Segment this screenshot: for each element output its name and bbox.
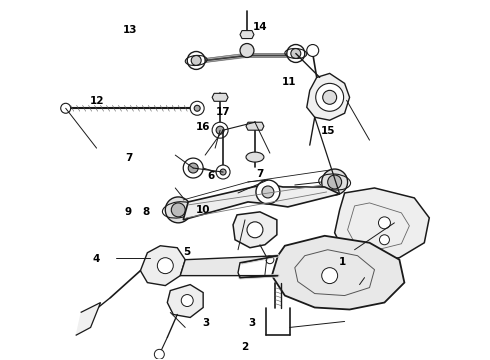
Polygon shape [180,256,278,278]
Circle shape [328,175,342,189]
Polygon shape [307,73,349,120]
Text: 7: 7 [256,169,263,179]
Text: 15: 15 [321,126,335,136]
Text: 2: 2 [242,342,248,352]
Circle shape [191,55,201,66]
Text: 12: 12 [90,96,104,106]
Text: 13: 13 [123,25,138,35]
Circle shape [323,90,337,104]
Circle shape [247,222,263,238]
Text: 1: 1 [339,257,346,267]
Polygon shape [246,122,264,130]
Circle shape [287,45,305,62]
Text: 5: 5 [183,247,190,257]
Text: 8: 8 [142,207,149,217]
Circle shape [172,203,185,217]
Circle shape [220,169,226,175]
Circle shape [307,45,318,57]
Polygon shape [335,188,429,263]
Circle shape [181,294,193,306]
Polygon shape [212,93,228,101]
Text: 7: 7 [125,153,132,163]
Circle shape [61,103,71,113]
Circle shape [212,122,228,138]
Circle shape [379,235,390,245]
Text: 10: 10 [196,205,211,215]
Text: 6: 6 [207,171,215,181]
Text: 11: 11 [282,77,296,87]
Circle shape [256,180,280,204]
Circle shape [322,268,338,284]
Circle shape [216,165,230,179]
Text: 16: 16 [196,122,211,132]
Text: 4: 4 [93,254,100,264]
Polygon shape [167,285,203,318]
Circle shape [291,49,301,58]
Circle shape [240,44,254,58]
Circle shape [154,349,164,359]
Ellipse shape [246,152,264,162]
Circle shape [316,84,343,111]
Text: 3: 3 [249,319,256,328]
Circle shape [262,186,274,198]
Text: 14: 14 [252,22,267,32]
Polygon shape [240,31,254,39]
Circle shape [216,126,224,134]
Circle shape [165,197,191,223]
Circle shape [188,163,198,173]
Circle shape [194,105,200,111]
Circle shape [266,256,274,264]
Text: 17: 17 [216,107,230,117]
Polygon shape [141,246,185,285]
Circle shape [190,101,204,115]
Polygon shape [75,302,100,336]
Polygon shape [183,184,340,220]
Text: 9: 9 [124,207,131,217]
Circle shape [157,258,173,274]
Polygon shape [233,212,277,248]
Circle shape [183,158,203,178]
Polygon shape [272,236,404,310]
Circle shape [378,217,391,229]
Text: 3: 3 [202,319,210,328]
Circle shape [187,51,205,69]
Circle shape [322,169,347,195]
